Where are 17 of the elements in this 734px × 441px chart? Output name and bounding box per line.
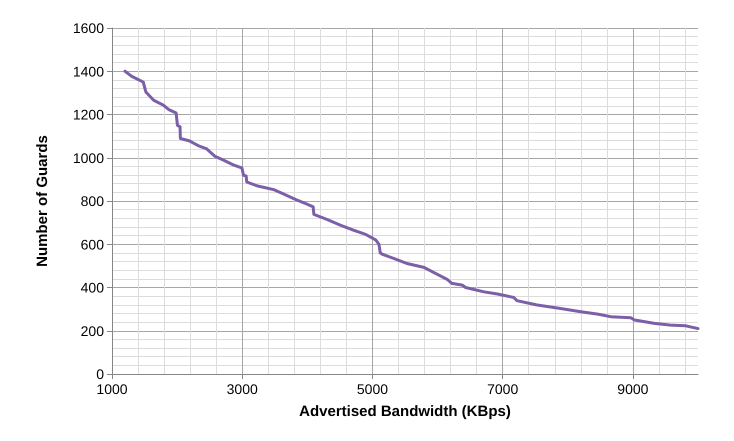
y-tick-label: 600	[80, 236, 104, 252]
y-tick-label: 1000	[72, 150, 104, 166]
y-tick-label: 1600	[72, 20, 104, 36]
y-axis-title: Number of Guards	[34, 135, 51, 267]
y-tick-label: 1200	[72, 106, 104, 122]
y-tick-label: 1400	[72, 63, 104, 80]
x-tick-label: 1000	[96, 381, 128, 397]
y-tick-label: 800	[80, 193, 104, 209]
y-tick-label: 400	[80, 280, 104, 296]
y-tick-label: 200	[80, 322, 104, 339]
x-tick-label: 3000	[226, 381, 258, 397]
x-axis-title: Advertised Bandwidth (KBps)	[299, 403, 511, 420]
line-series	[124, 70, 700, 330]
x-tick-label: 5000	[356, 381, 388, 397]
y-tick-label: 0	[96, 366, 104, 382]
x-tick-label: 7000	[487, 381, 518, 397]
x-tick-label: 9000	[617, 381, 649, 397]
